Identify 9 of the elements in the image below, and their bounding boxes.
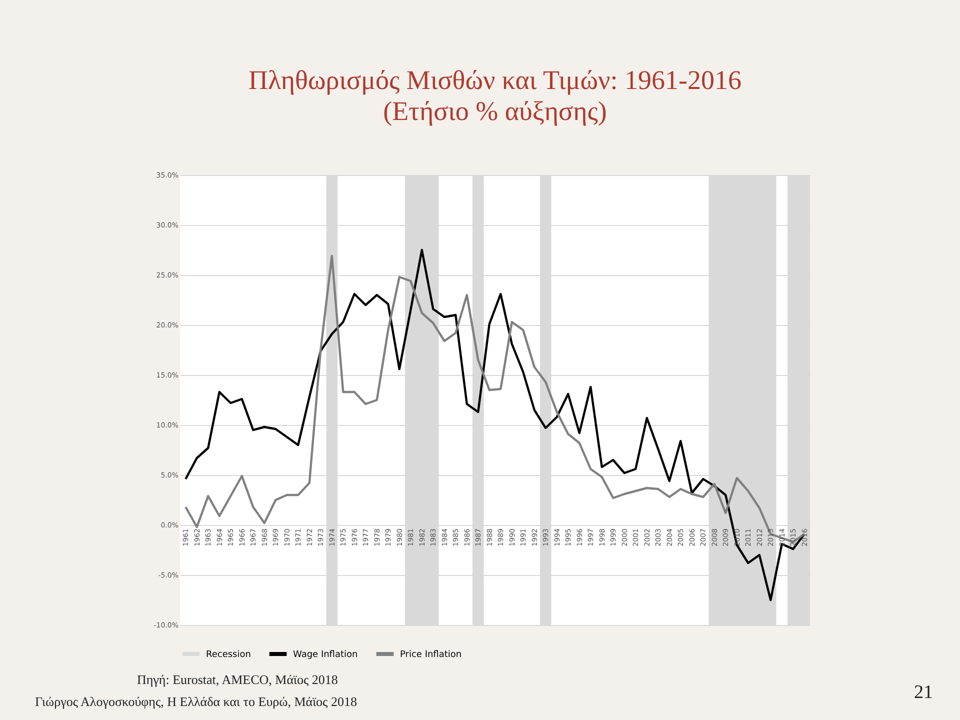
text: Γιώργος Αλογοσκούφης, Η Ελλάδα και το Ευρώ, Μάϊος 2018 [35,694,357,709]
text: 21 [914,682,933,703]
legend-label: Wage Inflation [293,650,358,660]
chart-title: Πληθωρισμός Μισθών και Τιμών: 1961-2016 [248,65,742,95]
legend-label: Price Inflation [400,650,462,660]
legend-label: Recession [206,650,251,660]
chart-subtitle: (Ετήσιο % αύξησης) [383,96,607,126]
line-series [184,248,806,602]
text: Πηγή: Eurostat, AMECO, Μάϊος 2018 [137,672,338,687]
